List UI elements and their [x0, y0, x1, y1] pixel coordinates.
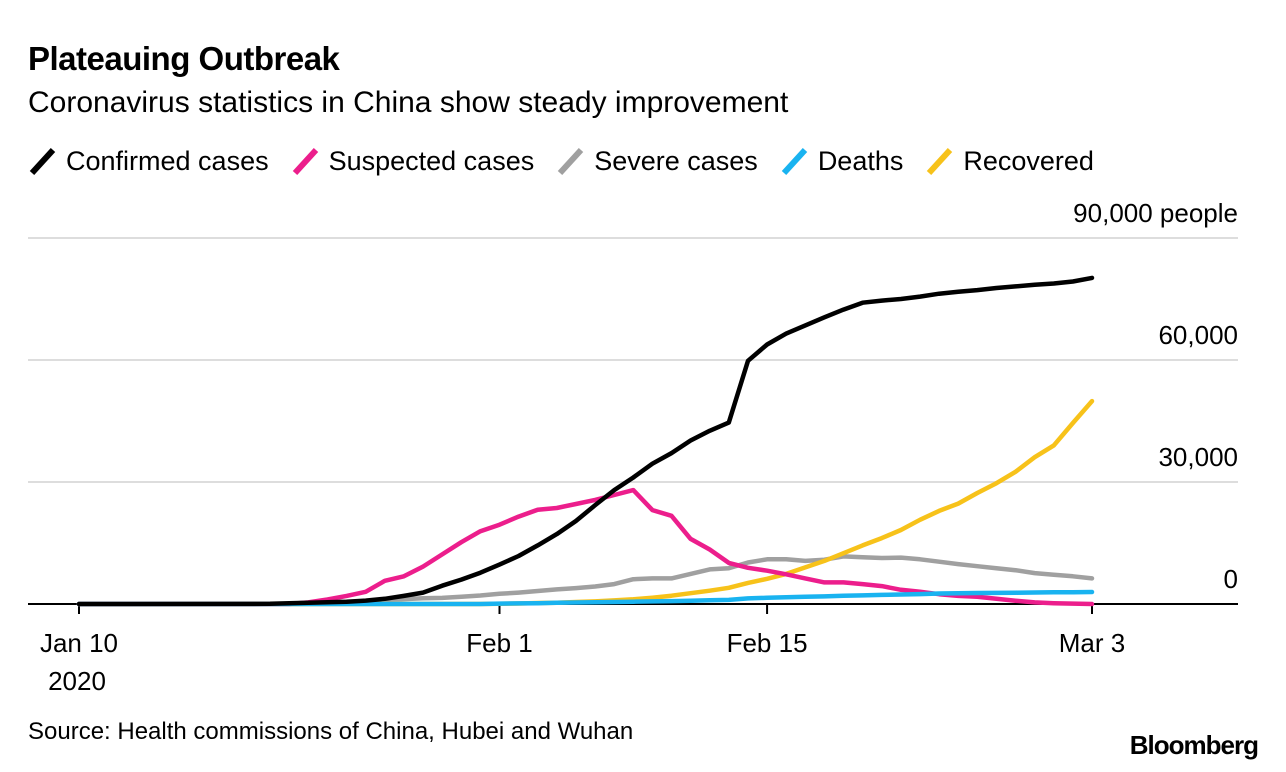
chart-legend: Confirmed cases Suspected cases Severe cas…: [28, 144, 1116, 178]
legend-label-suspected: Suspected cases: [328, 145, 535, 176]
legend-item-recovered: Recovered: [925, 144, 1094, 178]
legend-label-deaths: Deaths: [817, 145, 904, 176]
legend-label-confirmed: Confirmed cases: [66, 145, 269, 176]
y-tick-label: 30,000: [1158, 442, 1238, 472]
legend-swatch-suspected: [291, 144, 321, 178]
legend-swatch-recovered: [925, 144, 955, 178]
chart-subtitle: Coronavirus statistics in China show ste…: [28, 86, 789, 119]
legend-swatch-severe: [556, 144, 586, 178]
series-line-severe: [76, 554, 1095, 607]
source-note: Source: Health commissions of China, Hub…: [28, 718, 634, 745]
legend-item-deaths: Deaths: [780, 144, 904, 178]
legend-label-severe: Severe cases: [594, 145, 758, 176]
x-tick-label: Jan 10: [40, 628, 118, 658]
legend-item-suspected: Suspected cases: [291, 144, 535, 178]
x-tick-label: Feb 15: [727, 628, 808, 658]
legend-item-confirmed: Confirmed cases: [28, 144, 269, 178]
x-tick-sublabel: 2020: [48, 666, 106, 696]
legend-label-recovered: Recovered: [963, 145, 1094, 176]
chart-title: Plateauing Outbreak: [28, 40, 340, 77]
y-tick-label: 90,000 people: [1073, 198, 1238, 228]
y-tick-label: 60,000: [1158, 320, 1238, 350]
x-tick-label: Mar 3: [1059, 628, 1125, 658]
legend-swatch-confirmed: [28, 144, 58, 178]
series-line-deaths: [76, 589, 1095, 607]
series-line-confirmed: [76, 275, 1095, 607]
bloomberg-logo: Bloomberg: [1129, 730, 1259, 760]
legend-swatch-deaths: [780, 144, 810, 178]
legend-item-severe: Severe cases: [556, 144, 758, 178]
y-tick-label: 0: [1224, 564, 1238, 594]
x-tick-label: Feb 1: [466, 628, 533, 658]
